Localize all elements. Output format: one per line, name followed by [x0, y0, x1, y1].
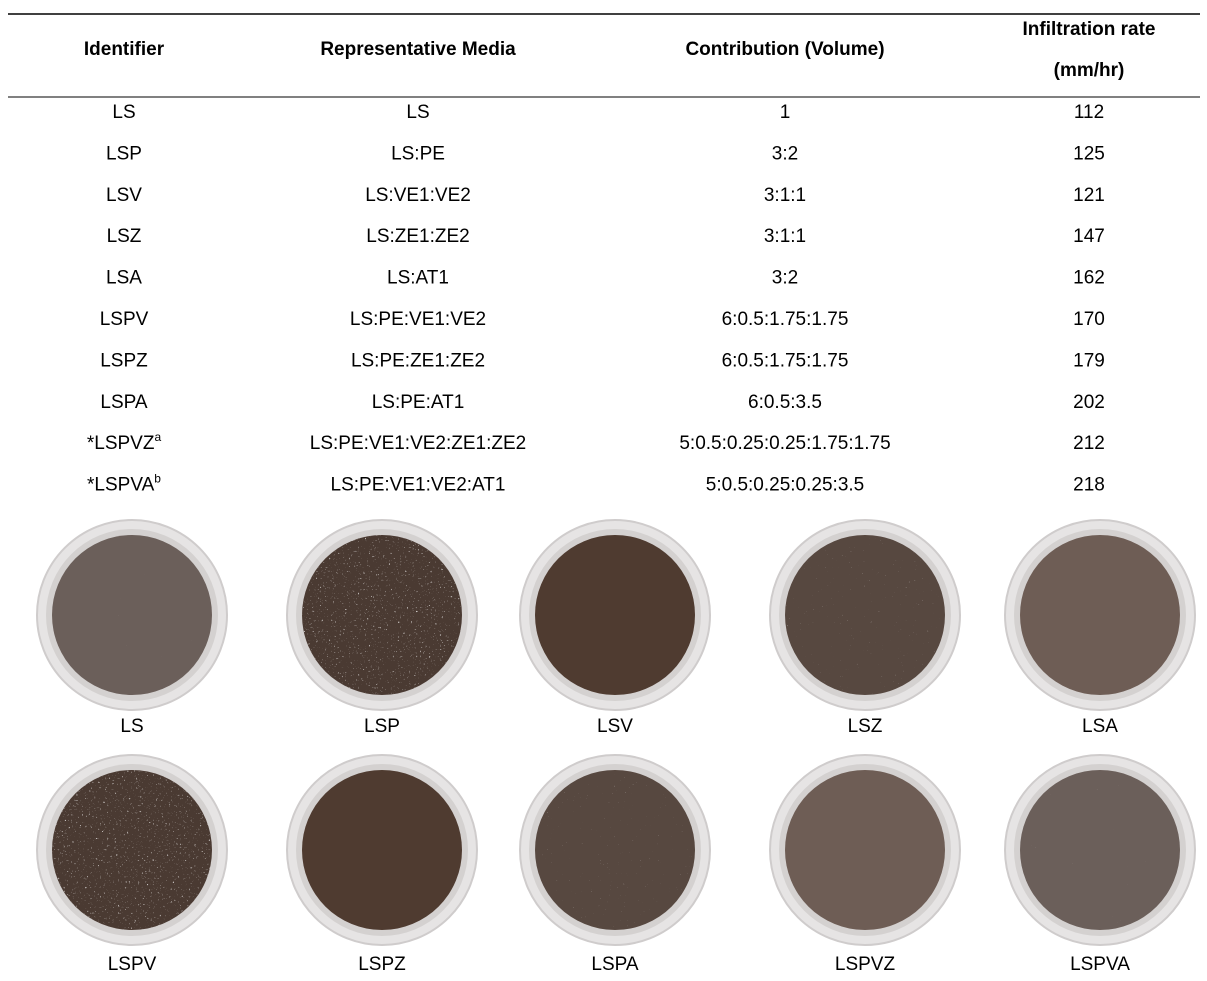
table-cell: LS:PE:AT1: [372, 392, 465, 413]
table-cell: LS:VE1:VE2: [365, 185, 471, 206]
table-cell: 6:0.5:1.75:1.75: [722, 309, 849, 330]
soil-photo: [769, 519, 961, 711]
table-cell: LS:PE:VE1:VE2:AT1: [331, 475, 506, 496]
table-cell: 3:1:1: [764, 185, 806, 206]
photo-caption: LSPVA: [1070, 954, 1130, 975]
soil-photo: [519, 519, 711, 711]
table-cell: LS:ZE1:ZE2: [366, 226, 470, 247]
identifier-superscript: a: [154, 430, 161, 444]
table-cell: 125: [1073, 143, 1105, 164]
soil-photo: [519, 754, 711, 946]
soil-texture: [785, 770, 945, 930]
soil-photo: [1004, 754, 1196, 946]
identifier-superscript: b: [154, 472, 161, 486]
identifier-text: LS: [112, 102, 135, 123]
identifier-cell: LSV: [106, 185, 142, 206]
table-cell: 147: [1073, 226, 1105, 247]
table-cell: LS:PE: [391, 143, 445, 164]
soil-texture: [52, 535, 212, 695]
identifier-text: LSA: [106, 268, 142, 289]
soil-photo: [769, 754, 961, 946]
table-cell: LS:AT1: [387, 268, 449, 289]
table-cell: 1: [780, 102, 791, 123]
identifier-cell: *LSPVAb: [87, 472, 161, 496]
soil-photo: [286, 519, 478, 711]
identifier-text: LSP: [106, 143, 142, 164]
photo-caption: LSPZ: [358, 954, 406, 975]
table-cell: 112: [1074, 102, 1104, 123]
header-cell: Contribution (Volume): [685, 39, 884, 60]
photo-caption: LS: [120, 716, 143, 737]
table-cell: 3:2: [772, 268, 798, 289]
soil-texture: [785, 535, 945, 695]
photo-caption: LSPV: [108, 954, 157, 975]
identifier-text: LSV: [106, 185, 142, 206]
soil-texture: [302, 535, 462, 695]
identifier-cell: LSPZ: [100, 350, 148, 371]
table-cell: 3:2: [772, 143, 798, 164]
table-cell: 6:0.5:1.75:1.75: [722, 350, 849, 371]
table-cell: 5:0.5:0.25:0.25:1.75:1.75: [679, 433, 890, 454]
soil-photo: [1004, 519, 1196, 711]
soil-photo: [36, 519, 228, 711]
table-cell: LS: [406, 102, 429, 123]
table-cell: 179: [1073, 350, 1105, 371]
header-cell: Infiltration rate: [1022, 19, 1155, 40]
table-cell: LS:PE:VE1:VE2:ZE1:ZE2: [310, 433, 527, 454]
table-cell: 202: [1073, 392, 1105, 413]
identifier-text: LSZ: [107, 226, 142, 247]
identifier-cell: LSA: [106, 268, 142, 289]
photo-caption: LSA: [1082, 716, 1118, 737]
identifier-cell: LSPV: [100, 309, 149, 330]
soil-texture: [52, 770, 212, 930]
table-cell: 121: [1073, 185, 1105, 206]
soil-texture: [535, 535, 695, 695]
identifier-text: *LSPVZ: [87, 433, 155, 454]
table-cell: 6:0.5:3.5: [748, 392, 822, 413]
identifier-text: LSPA: [100, 392, 148, 413]
identifier-text: *LSPVA: [87, 475, 155, 496]
soil-texture: [1020, 535, 1180, 695]
soil-texture: [302, 770, 462, 930]
header-cell: Representative Media: [320, 39, 516, 60]
photo-caption: LSZ: [848, 716, 883, 737]
table-cell: LS:PE:VE1:VE2: [350, 309, 486, 330]
soil-photo: [36, 754, 228, 946]
identifier-text: LSPV: [100, 309, 149, 330]
photo-caption: LSV: [597, 716, 633, 737]
table-cell: 162: [1073, 268, 1105, 289]
table-cell: 5:0.5:0.25:0.25:3.5: [706, 475, 864, 496]
photo-caption: LSPA: [591, 954, 639, 975]
header-cell: (mm/hr): [1054, 60, 1125, 81]
table-cell: LS:PE:ZE1:ZE2: [351, 350, 485, 371]
identifier-cell: LSZ: [107, 226, 142, 247]
table-cell: 218: [1073, 475, 1105, 496]
photo-caption: LSPVZ: [835, 954, 896, 975]
table-cell: 3:1:1: [764, 226, 806, 247]
identifier-cell: *LSPVZa: [87, 430, 162, 454]
soil-texture: [535, 770, 695, 930]
table-cell: 212: [1073, 433, 1105, 454]
identifier-cell: LSPA: [100, 392, 148, 413]
identifier-text: LSPZ: [100, 350, 148, 371]
photo-caption: LSP: [364, 716, 400, 737]
header-cell: Identifier: [84, 39, 165, 60]
table-cell: 170: [1073, 309, 1105, 330]
soil-texture: [1020, 770, 1180, 930]
identifier-cell: LS: [112, 102, 135, 123]
soil-photo: [286, 754, 478, 946]
identifier-cell: LSP: [106, 143, 142, 164]
